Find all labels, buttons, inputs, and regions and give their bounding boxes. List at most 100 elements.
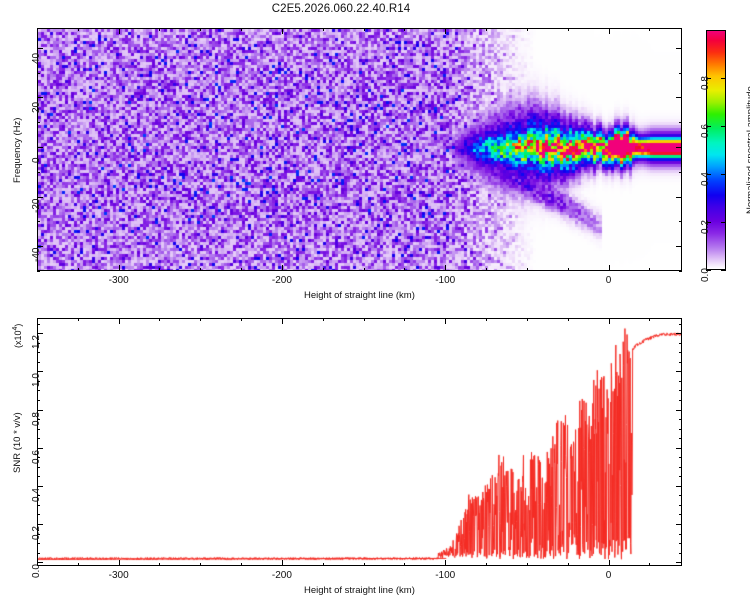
y-minor-tick-right (679, 419, 682, 421)
x-minor-tick (526, 563, 528, 566)
y-tick-right (676, 97, 682, 99)
x-tick-label: -300 (108, 570, 129, 581)
y-minor-tick (37, 495, 40, 497)
y-tick (37, 47, 43, 49)
y-minor-tick-right (679, 323, 682, 325)
x-minor-tick-top (404, 318, 406, 321)
x-minor-tick-top (404, 28, 406, 31)
snr-x-axis-label: Height of straight line (km) (304, 585, 415, 596)
y-minor-tick-right (679, 543, 682, 545)
y-minor-tick-right (679, 221, 682, 223)
x-minor-tick (77, 563, 79, 566)
colorbar-tick-right (721, 174, 726, 175)
y-minor-tick (37, 438, 40, 440)
y-tick (37, 333, 43, 335)
y-minor-tick-right (679, 271, 682, 272)
x-tick-top (608, 28, 610, 34)
y-minor-tick-right (679, 504, 682, 506)
y-minor-tick-right (679, 171, 682, 173)
x-minor-tick (77, 268, 79, 271)
y-minor-tick-right (679, 361, 682, 363)
x-minor-tick-top (567, 318, 569, 321)
y-minor-tick (37, 122, 40, 124)
x-minor-tick (322, 563, 324, 566)
y-tick (37, 562, 43, 564)
x-minor-tick (200, 268, 202, 271)
x-tick (281, 560, 283, 566)
y-minor-tick (37, 342, 40, 344)
y-minor-tick-right (679, 476, 682, 478)
y-minor-tick-right (679, 466, 682, 468)
y-minor-tick (37, 361, 40, 363)
x-minor-tick-top (37, 28, 38, 31)
y-tick-label: -20 (31, 198, 42, 213)
y-minor-tick-right (679, 533, 682, 535)
y-minor-tick-right (679, 495, 682, 497)
y-tick-label: 40 (31, 52, 42, 64)
y-minor-tick (37, 390, 40, 392)
x-minor-tick-top (486, 318, 488, 321)
y-minor-tick (37, 457, 40, 459)
x-tick (118, 265, 120, 271)
x-minor-tick-top (77, 28, 79, 31)
x-minor-tick (200, 563, 202, 566)
y-minor-tick (37, 533, 40, 535)
x-minor-tick (159, 563, 161, 566)
x-minor-tick-top (37, 318, 38, 321)
x-minor-tick-top (241, 318, 243, 321)
y-minor-tick (37, 171, 40, 173)
y-minor-tick (37, 221, 40, 223)
x-tick-top (281, 318, 283, 324)
y-minor-tick-right (679, 457, 682, 459)
y-tick-right (676, 447, 682, 449)
x-minor-tick (649, 563, 651, 566)
y-minor-tick-right (679, 400, 682, 402)
y-tick-right (676, 333, 682, 335)
x-minor-tick (363, 268, 365, 271)
x-tick (445, 560, 447, 566)
x-minor-tick-top (363, 318, 365, 321)
y-minor-tick (37, 552, 40, 554)
y-tick-right (676, 485, 682, 487)
x-tick-label: 0 (605, 570, 612, 581)
colorbar-tick-right (721, 126, 726, 127)
colorbar (706, 30, 726, 270)
y-tick (37, 409, 43, 411)
x-minor-tick-top (241, 28, 243, 31)
x-minor-tick-top (200, 318, 202, 321)
x-minor-tick-top (649, 28, 651, 31)
x-minor-tick-top (526, 318, 528, 321)
colorbar-tick-right (721, 270, 726, 271)
x-minor-tick-top (486, 28, 488, 31)
y-tick-right (676, 47, 682, 49)
snr-y-axis-label: SNR (10 * v/v) (12, 411, 23, 473)
x-minor-tick (567, 268, 569, 271)
x-tick-top (445, 28, 447, 34)
x-minor-tick (404, 563, 406, 566)
y-minor-tick (37, 504, 40, 506)
x-tick (445, 265, 447, 271)
y-minor-tick (37, 428, 40, 430)
x-tick (608, 560, 610, 566)
colorbar-label: Normalized spectral amplitude (745, 86, 750, 214)
spectrogram-x-axis-label: Height of straight line (km) (304, 290, 415, 301)
y-minor-tick-right (679, 514, 682, 516)
x-tick-label: -100 (435, 570, 456, 581)
spectrogram-canvas (38, 29, 681, 270)
y-minor-tick (37, 352, 40, 354)
y-minor-tick (37, 514, 40, 516)
y-tick-right (676, 246, 682, 248)
x-tick-label: -100 (435, 275, 456, 286)
colorbar-tick-right (721, 78, 726, 79)
y-minor-tick-right (679, 380, 682, 382)
x-minor-tick (241, 268, 243, 271)
colorbar-tick-right (721, 222, 726, 223)
y-minor-tick-right (679, 552, 682, 554)
x-tick-top (118, 318, 120, 324)
y-minor-tick (37, 476, 40, 478)
x-tick (281, 265, 283, 271)
x-minor-tick-top (649, 318, 651, 321)
x-tick-top (281, 28, 283, 34)
x-minor-tick (322, 268, 324, 271)
x-tick-label: -200 (271, 275, 292, 286)
